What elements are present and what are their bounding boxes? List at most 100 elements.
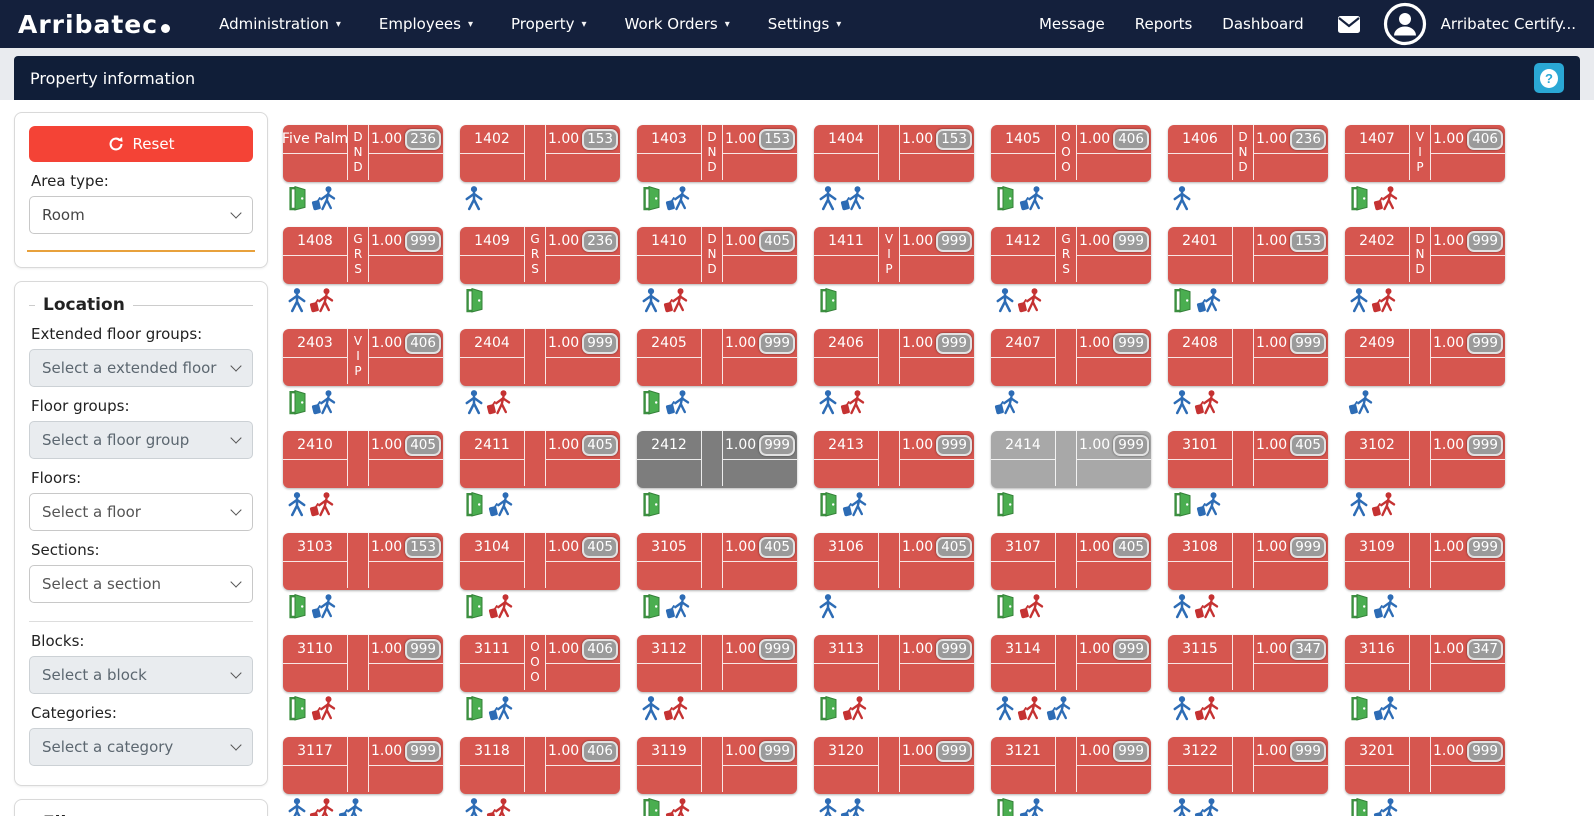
room-card[interactable]: 1406 D N D 1.00 236 [1168, 125, 1328, 182]
room-status [1232, 635, 1254, 690]
room-badge: 999 [1113, 434, 1149, 456]
floors-select[interactable]: Select a floor [29, 493, 253, 531]
room-rate: 1.00 [902, 131, 934, 147]
room-card[interactable]: 3118 1.00 406 [460, 737, 620, 794]
room-card[interactable]: 3121 1.00 999 [991, 737, 1151, 794]
room-card[interactable]: 3108 1.00 999 [1168, 533, 1328, 590]
room-name: 2408 [1168, 329, 1232, 358]
mail-icon[interactable] [1337, 15, 1361, 34]
room-card[interactable]: 1402 1.00 153 [460, 125, 620, 182]
room-card[interactable]: 3104 1.00 405 [460, 533, 620, 590]
room-card[interactable]: 3113 1.00 999 [814, 635, 974, 692]
extended-floor-groups-select[interactable]: Select a extended floor gr [29, 349, 253, 387]
area-type-select[interactable]: Room [29, 196, 253, 234]
room-card[interactable]: Five Palm D N D 1.00 236 [283, 125, 443, 182]
room-bottom-right [723, 766, 797, 792]
room-card[interactable]: 1409 G R S 1.00 236 [460, 227, 620, 284]
room-card[interactable]: 3112 1.00 999 [637, 635, 797, 692]
room-bottom-right [369, 766, 443, 792]
room-card[interactable]: 2409 1.00 999 [1345, 329, 1505, 386]
user-avatar[interactable] [1383, 2, 1427, 46]
room-card[interactable]: 3117 1.00 999 [283, 737, 443, 794]
room-card[interactable]: 2413 1.00 999 [814, 431, 974, 488]
room-bottom-left [460, 562, 524, 588]
nav-menu-property[interactable]: Property ▾ [492, 15, 606, 33]
sections-select[interactable]: Select a section [29, 565, 253, 603]
room-card[interactable]: 2412 1.00 999 [637, 431, 797, 488]
room-bottom-left [814, 766, 878, 792]
room-card[interactable]: 2403 V I P 1.00 406 [283, 329, 443, 386]
room-card[interactable]: 1403 D N D 1.00 153 [637, 125, 797, 182]
person-icon [463, 389, 485, 416]
blocks-select[interactable]: Select a block [29, 656, 253, 694]
room-card[interactable]: 3111 O O O 1.00 406 [460, 635, 620, 692]
room-card[interactable]: 3106 1.00 405 [814, 533, 974, 590]
person-luggage-blue-icon [1373, 593, 1401, 620]
room-card[interactable]: 3110 1.00 999 [283, 635, 443, 692]
room-card[interactable]: 1412 G R S 1.00 999 [991, 227, 1151, 284]
nav-menu-administration[interactable]: Administration ▾ [200, 15, 360, 33]
room-card[interactable]: 3201 1.00 999 [1345, 737, 1505, 794]
room-name: 2406 [814, 329, 878, 358]
room-card[interactable]: 3101 1.00 405 [1168, 431, 1328, 488]
room-card[interactable]: 3105 1.00 405 [637, 533, 797, 590]
room-bottom-left [637, 766, 701, 792]
help-button[interactable]: ? [1534, 63, 1564, 93]
room-card[interactable]: 2407 1.00 999 [991, 329, 1151, 386]
reset-button[interactable]: Reset [29, 126, 253, 162]
room-card[interactable]: 3115 1.00 347 [1168, 635, 1328, 692]
room-card[interactable]: 1408 G R S 1.00 999 [283, 227, 443, 284]
person-icon [817, 797, 839, 816]
person-icon [463, 185, 485, 212]
room-card[interactable]: 3120 1.00 999 [814, 737, 974, 794]
nav-link-reports[interactable]: Reports [1134, 15, 1193, 33]
room-card[interactable]: 3107 1.00 405 [991, 533, 1151, 590]
room-status [878, 533, 900, 588]
floor-groups-select[interactable]: Select a floor group [29, 421, 253, 459]
room-cell: 3110 1.00 999 [283, 635, 443, 723]
room-bottom-right [900, 256, 974, 282]
room-value: 1.00 999 [1077, 329, 1151, 358]
nav-link-dashboard[interactable]: Dashboard [1222, 15, 1304, 33]
room-card[interactable]: 3102 1.00 999 [1345, 431, 1505, 488]
room-card[interactable]: 2410 1.00 405 [283, 431, 443, 488]
person-luggage-blue-icon [994, 389, 1022, 416]
room-rate: 1.00 [725, 641, 757, 657]
room-card[interactable]: 2406 1.00 999 [814, 329, 974, 386]
room-card[interactable]: 3103 1.00 153 [283, 533, 443, 590]
room-status [1232, 431, 1254, 486]
room-card[interactable]: 2408 1.00 999 [1168, 329, 1328, 386]
user-name-label[interactable]: Arribatec Certify... [1440, 15, 1576, 33]
field-divider [29, 621, 253, 622]
room-card[interactable]: 3119 1.00 999 [637, 737, 797, 794]
nav-menu-settings[interactable]: Settings ▾ [749, 15, 861, 33]
room-card[interactable]: 1405 O O O 1.00 406 [991, 125, 1151, 182]
room-card[interactable]: 1410 D N D 1.00 405 [637, 227, 797, 284]
room-card[interactable]: 3114 1.00 999 [991, 635, 1151, 692]
room-card[interactable]: 2414 1.00 999 [991, 431, 1151, 488]
room-card[interactable]: 2402 D N D 1.00 999 [1345, 227, 1505, 284]
app-logo[interactable]: Arribatec [18, 10, 171, 39]
room-card[interactable]: 3122 1.00 999 [1168, 737, 1328, 794]
room-card[interactable]: 2411 1.00 405 [460, 431, 620, 488]
room-card[interactable]: 3109 1.00 999 [1345, 533, 1505, 590]
person-luggage-blue-icon [1019, 797, 1047, 816]
room-card[interactable]: 2405 1.00 999 [637, 329, 797, 386]
nav-link-message[interactable]: Message [1038, 15, 1105, 33]
nav-menu-work-orders[interactable]: Work Orders ▾ [606, 15, 749, 33]
room-bottom-right [1077, 256, 1151, 282]
person-luggage-blue-icon [665, 185, 693, 212]
room-rate: 1.00 [902, 335, 934, 351]
person-icon [286, 797, 308, 816]
person-luggage-red-icon [1017, 287, 1045, 314]
room-name: 3103 [283, 533, 347, 562]
room-card[interactable]: 1404 1.00 153 [814, 125, 974, 182]
categories-select[interactable]: Select a category [29, 728, 253, 766]
room-card[interactable]: 3116 1.00 347 [1345, 635, 1505, 692]
room-card[interactable]: 1411 V I P 1.00 999 [814, 227, 974, 284]
room-card[interactable]: 2404 1.00 999 [460, 329, 620, 386]
room-card[interactable]: 1407 V I P 1.00 406 [1345, 125, 1505, 182]
room-card[interactable]: 2401 1.00 153 [1168, 227, 1328, 284]
nav-menu-employees[interactable]: Employees ▾ [360, 15, 492, 33]
